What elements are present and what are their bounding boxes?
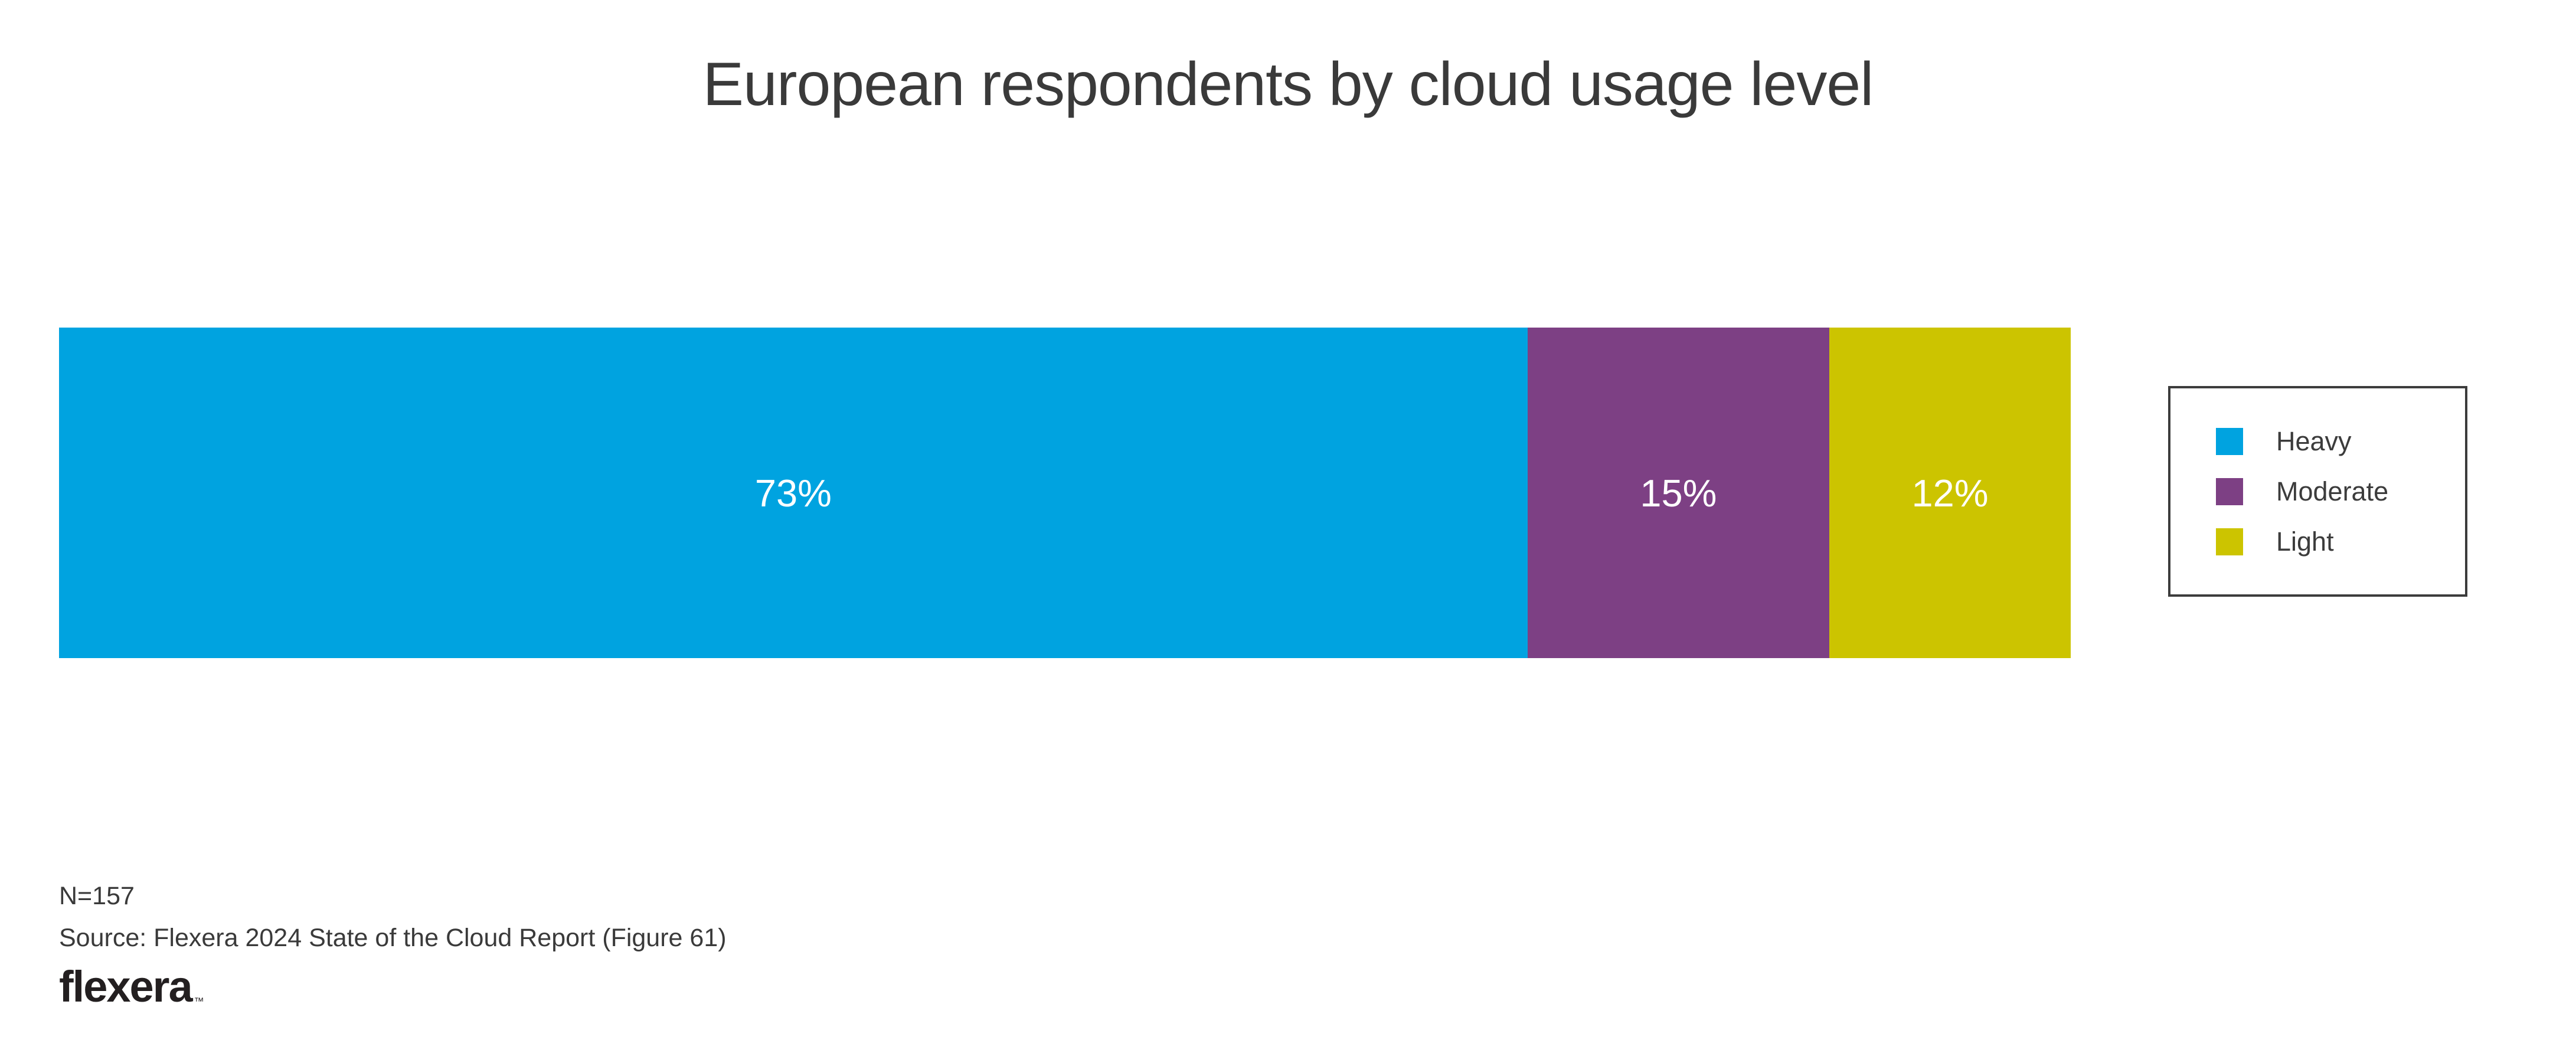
legend-swatch-moderate	[2216, 477, 2243, 505]
legend-label: Heavy	[2276, 426, 2352, 456]
bar-segment-heavy: 73%	[59, 328, 1528, 658]
legend-swatch-heavy	[2216, 427, 2243, 455]
bar-segment-light: 12%	[1829, 328, 2071, 658]
legend: Heavy Moderate Light	[2168, 386, 2467, 597]
legend-item-heavy: Heavy	[2216, 426, 2465, 457]
legend-item-light: Light	[2216, 526, 2465, 557]
stacked-bar: 73% 15% 12%	[59, 328, 2071, 658]
bar-segment-value-label: 12%	[1911, 471, 1989, 515]
sample-size-note: N=157	[59, 882, 135, 910]
bar-segment-value-label: 15%	[1640, 471, 1717, 515]
flexera-logo: flexera ™	[59, 965, 204, 1009]
trademark-symbol: ™	[194, 996, 204, 1007]
bar-segment-moderate: 15%	[1527, 328, 1830, 658]
bar-segment-value-label: 73%	[754, 471, 832, 515]
chart-title: European respondents by cloud usage leve…	[702, 50, 1874, 119]
source-note: Source: Flexera 2024 State of the Cloud …	[59, 924, 727, 952]
legend-label: Light	[2276, 526, 2334, 557]
legend-label: Moderate	[2276, 476, 2389, 506]
flexera-logo-text: flexera	[59, 962, 193, 1011]
footer: N=157 Source: Flexera 2024 State of the …	[59, 884, 727, 1009]
legend-swatch-light	[2216, 528, 2243, 555]
legend-item-moderate: Moderate	[2216, 476, 2465, 507]
